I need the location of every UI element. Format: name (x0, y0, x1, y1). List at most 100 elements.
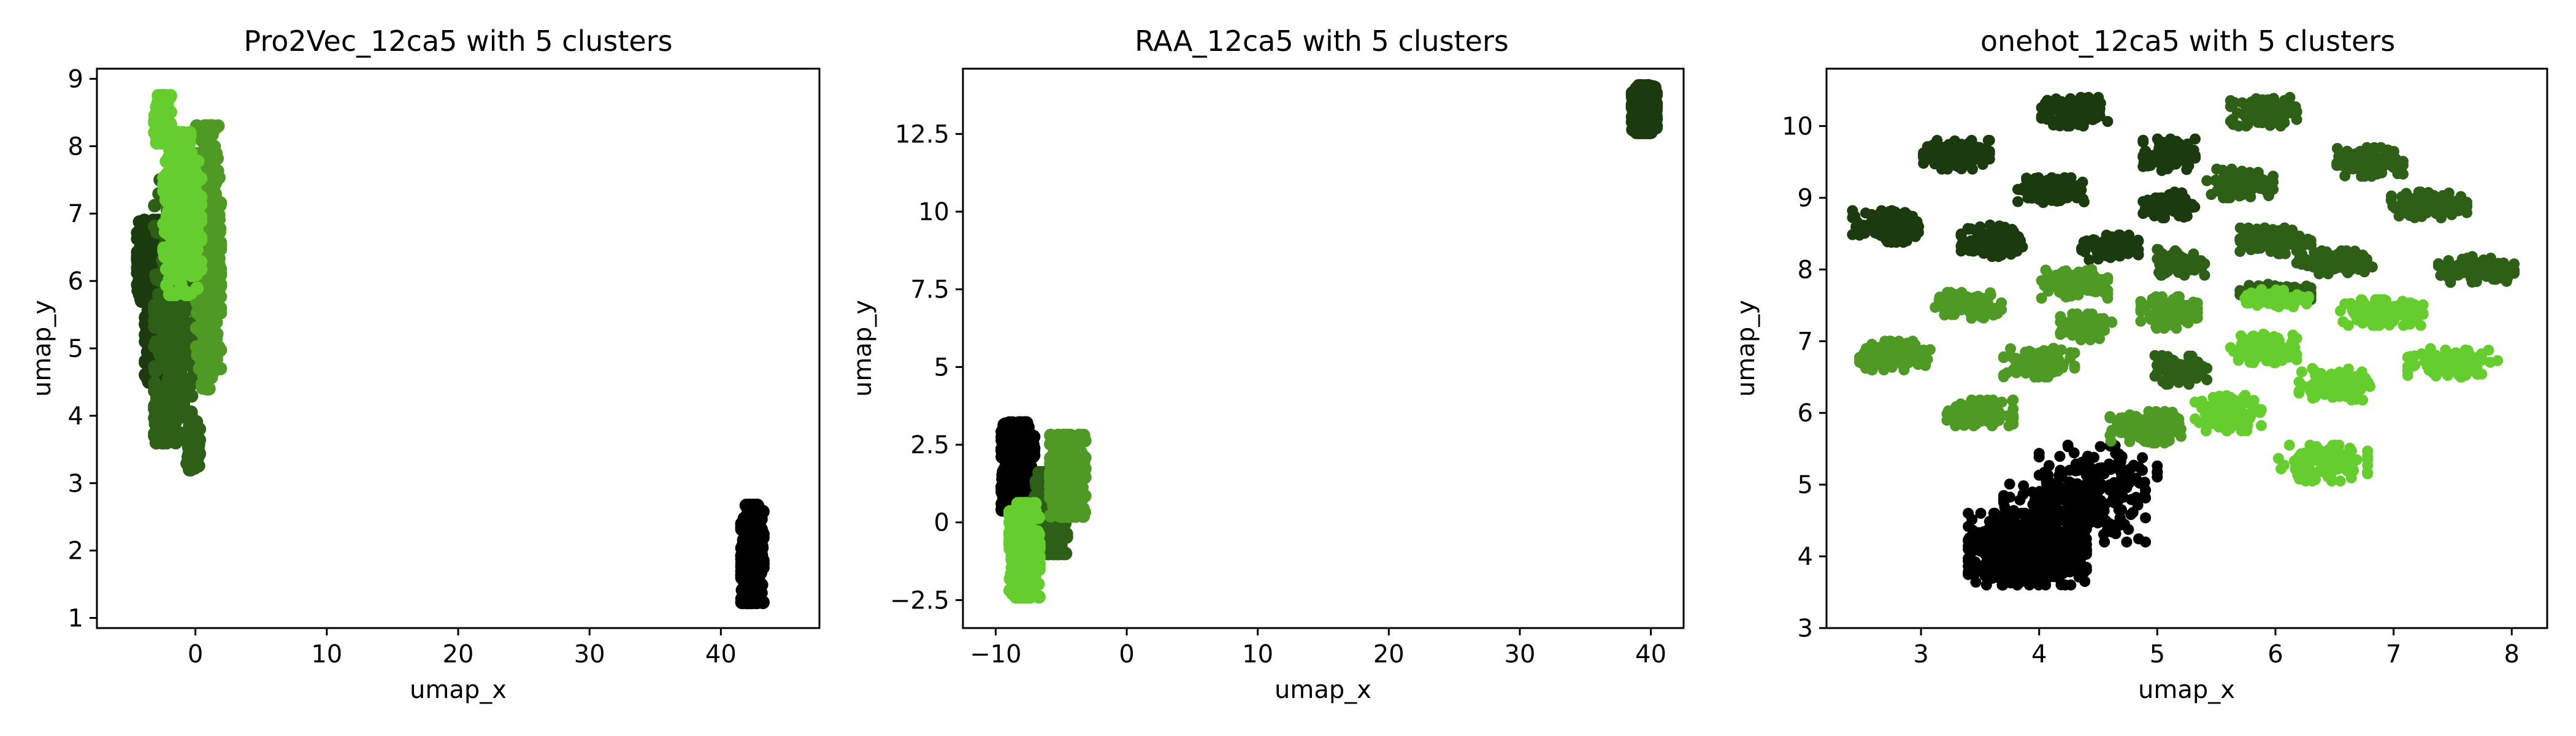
data-point (177, 213, 191, 228)
data-point (190, 267, 203, 282)
data-point (171, 235, 184, 249)
data-point (1636, 121, 1650, 136)
data-point (187, 426, 201, 440)
data-point (165, 179, 179, 193)
data-point (748, 589, 762, 603)
data-point (169, 288, 183, 302)
data-point (167, 360, 182, 374)
data-point (742, 543, 756, 557)
y-tick-label: 7 (68, 200, 83, 228)
point-cluster (735, 499, 770, 610)
data-point (1642, 80, 1656, 94)
data-point (148, 199, 162, 213)
point-cluster (1625, 79, 1663, 139)
data-point (1005, 435, 1019, 449)
data-point (159, 421, 173, 435)
data-point (1056, 488, 1069, 501)
data-point (184, 286, 198, 300)
data-point (168, 169, 182, 183)
x-axis-ticks: 0 10 20 30 40 (188, 628, 737, 669)
data-point (182, 240, 196, 254)
data-point (742, 556, 756, 570)
scatter-series-0 (995, 416, 1041, 517)
data-point (1044, 478, 1058, 492)
x-tick-label: 40 (705, 640, 737, 669)
data-point (138, 248, 152, 263)
point-cluster (179, 408, 207, 477)
data-point (157, 358, 171, 372)
scatter-series-4 (1003, 497, 1046, 604)
data-point (1057, 469, 1071, 483)
data-point (163, 119, 177, 133)
data-point (210, 151, 224, 166)
data-point (160, 278, 174, 293)
data-point (185, 389, 199, 403)
y-tick-label: 4 (68, 402, 83, 431)
scatter-series-4 (148, 89, 208, 302)
data-point (202, 360, 217, 374)
data-point (150, 272, 164, 286)
data-point (148, 320, 162, 334)
point-cluster (194, 315, 223, 396)
data-point (204, 274, 218, 288)
data-point (148, 430, 163, 444)
data-point (150, 101, 164, 115)
scatter-series-2 (148, 173, 207, 477)
data-point (203, 120, 217, 133)
data-point (177, 254, 191, 268)
data-point (1625, 99, 1639, 113)
y-tick-label: 3 (68, 470, 83, 498)
data-point (159, 155, 174, 169)
subplot-raa: RAA_12ca5 with 5 clusters −10 0 10 20 30 40 −… (849, 25, 1685, 704)
y-tick-label: 8 (68, 132, 83, 161)
point-cluster (1003, 497, 1046, 604)
data-point (1076, 448, 1089, 462)
data-point (752, 535, 766, 550)
data-point (737, 596, 751, 610)
data-point (168, 245, 182, 259)
y-tick-label: 5 (68, 335, 83, 363)
data-point (186, 224, 200, 239)
data-point (1021, 420, 1035, 434)
data-point (746, 512, 760, 526)
x-axis-label: umap_x (410, 676, 507, 704)
data-point (1024, 432, 1038, 446)
y-tick-label: 6 (68, 267, 83, 296)
data-point (202, 346, 216, 360)
chart-title: Pro2Vec_12ca5 with 5 clusters (243, 25, 672, 58)
data-point (180, 201, 194, 215)
data-point (1643, 101, 1657, 115)
data-point (207, 221, 221, 236)
point-cluster (148, 89, 177, 150)
data-point (1078, 462, 1092, 476)
data-point (1000, 474, 1014, 488)
data-point (754, 565, 767, 580)
point-cluster (148, 381, 183, 450)
data-point (131, 226, 145, 240)
data-point (169, 435, 183, 450)
scatter-points (995, 79, 1663, 604)
y-tick-label: 1 (68, 605, 83, 633)
data-point (1015, 461, 1029, 475)
data-point (161, 227, 175, 241)
data-point (177, 321, 191, 335)
scatter-series-0 (735, 499, 770, 610)
point-cluster (1044, 428, 1092, 523)
data-point (1055, 450, 1069, 464)
data-point (1058, 428, 1072, 442)
x-tick-label: 20 (443, 640, 474, 669)
data-point (161, 403, 175, 417)
data-point (199, 381, 213, 396)
data-point (1063, 500, 1077, 513)
scatter-points (131, 89, 770, 610)
data-point (742, 573, 756, 587)
x-tick-label: 0 (188, 640, 203, 669)
data-point (158, 303, 171, 317)
data-point (190, 444, 204, 458)
data-point (162, 335, 175, 349)
data-point (149, 335, 163, 349)
data-point (169, 263, 183, 277)
data-point (1014, 450, 1029, 464)
